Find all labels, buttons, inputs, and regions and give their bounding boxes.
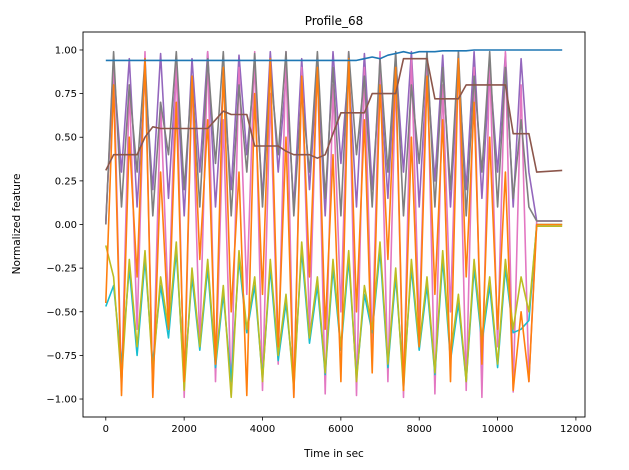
y-tick-label: 0.00 xyxy=(55,220,77,231)
series-line-2 xyxy=(105,50,563,225)
y-tick-label: −0.50 xyxy=(46,307,77,318)
series-line-6 xyxy=(105,57,563,173)
series-line-0 xyxy=(105,50,563,222)
x-axis-label: Time in sec xyxy=(303,448,364,460)
x-tick-label: 10000 xyxy=(482,424,514,435)
y-axis-label: Normalized feature xyxy=(11,174,23,275)
x-tick-label: 12000 xyxy=(560,424,592,435)
y-tick-label: −0.75 xyxy=(46,351,77,362)
x-axis: 0 2000 4000 6000 8000 10000 12000 xyxy=(103,417,592,435)
x-tick-label: 0 xyxy=(103,424,109,435)
y-tick-label: 0.75 xyxy=(55,89,77,100)
y-tick-label: −1.00 xyxy=(46,395,77,406)
series-layer xyxy=(105,49,563,399)
x-tick-label: 2000 xyxy=(171,424,196,435)
chart-title: Profile_68 xyxy=(305,14,364,28)
series-line-5 xyxy=(105,57,563,399)
y-axis: −1.00 −0.75 −0.50 −0.25 0.00 0.25 0.50 0.75 1.00 xyxy=(46,45,83,406)
x-tick-label: 4000 xyxy=(250,424,275,435)
y-tick-label: −0.25 xyxy=(46,264,77,275)
y-tick-label: 1.00 xyxy=(55,45,77,56)
y-tick-label: 0.50 xyxy=(55,133,77,144)
x-tick-label: 8000 xyxy=(406,424,431,435)
series-line-7 xyxy=(105,49,563,62)
series-line-4 xyxy=(105,225,563,399)
y-tick-label: 0.25 xyxy=(55,176,77,187)
x-tick-label: 6000 xyxy=(328,424,353,435)
